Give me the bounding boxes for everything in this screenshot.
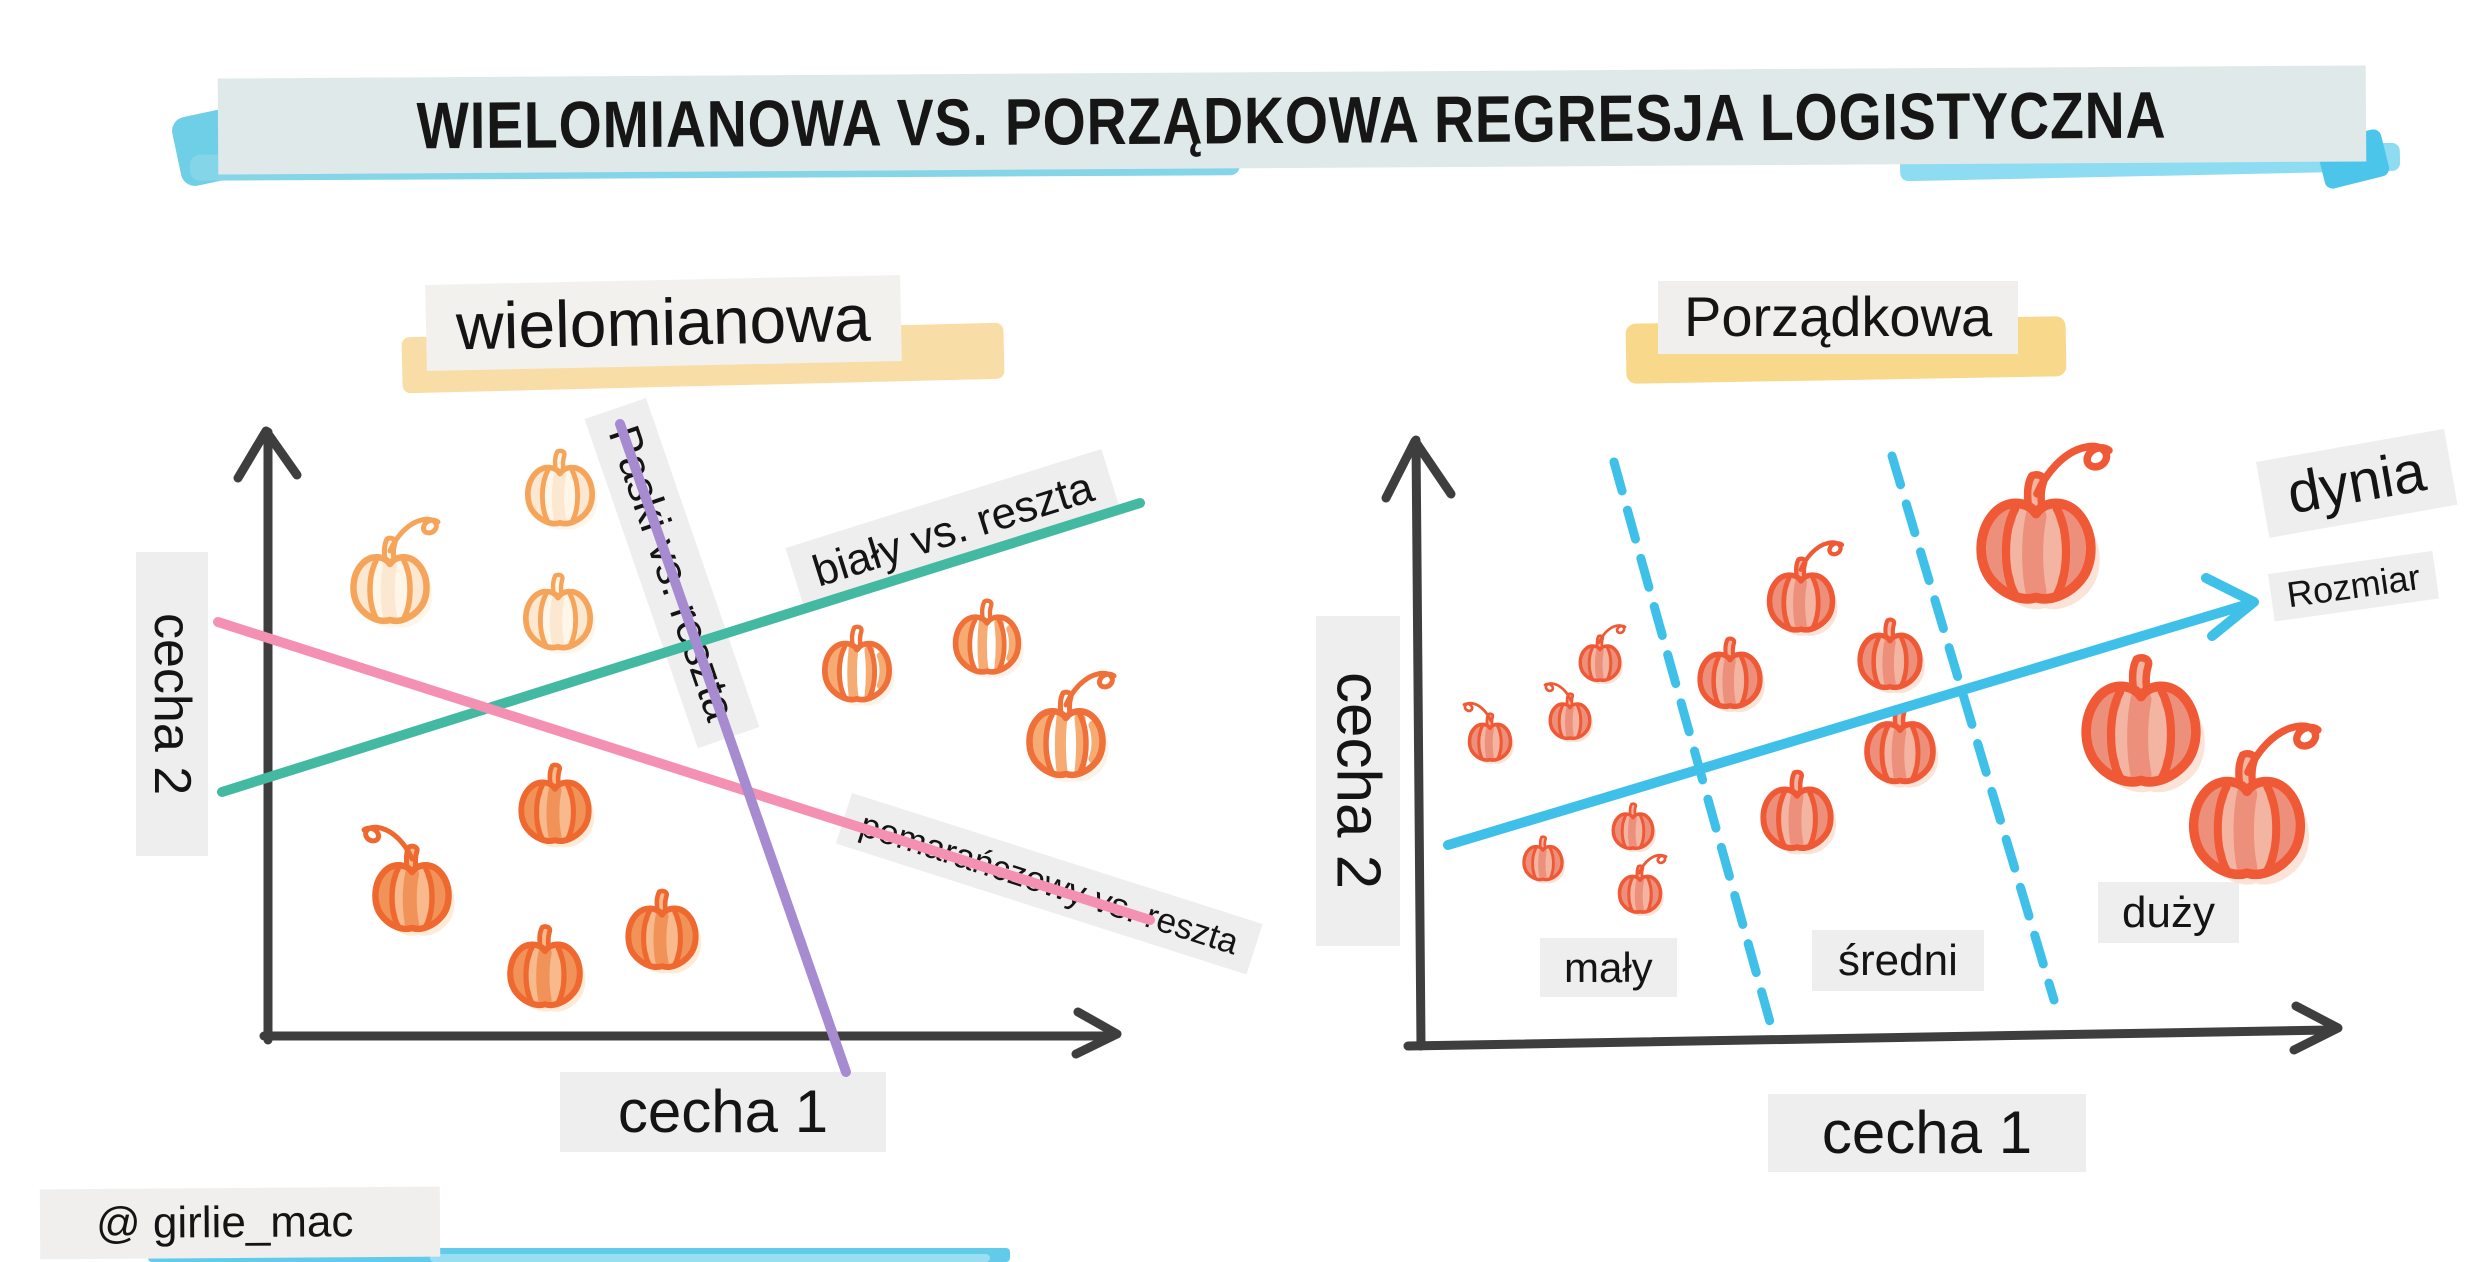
right-x-axis-label: cecha 1	[1768, 1094, 2086, 1172]
left-x-axis-label: cecha 1	[560, 1072, 886, 1152]
white-pumpkin	[353, 519, 438, 628]
white-pumpkin	[525, 574, 596, 654]
striped-pumpkin	[824, 626, 895, 706]
attribution: @ girlie_mac	[39, 1186, 441, 1260]
size-axis-sublabel: Rozmiar	[2268, 550, 2440, 622]
red-pumpkin	[1769, 542, 1842, 636]
category-label-maly: mały	[1540, 938, 1677, 998]
orange-pumpkin	[510, 926, 586, 1012]
left-y-axis-label: cecha 2	[136, 552, 208, 856]
red-pumpkin	[1464, 703, 1514, 765]
boundary-label-paski: Paski vs. reszta	[584, 398, 760, 749]
red-pumpkin	[1613, 803, 1656, 853]
size-axis-label: dynia	[2256, 428, 2458, 538]
red-pumpkin	[1524, 836, 1566, 884]
orange-pumpkin	[521, 764, 595, 848]
category-label-sredni: średni	[1812, 930, 1984, 992]
right-y-axis-label: cecha 2	[1316, 616, 1400, 946]
red-pumpkin	[1545, 683, 1593, 743]
red-pumpkin	[1763, 771, 1837, 855]
category-label-duzy: duży	[2098, 882, 2239, 944]
orange-pumpkin	[364, 827, 455, 936]
red-pumpkin	[1619, 855, 1666, 917]
orange-pumpkin	[628, 890, 702, 974]
white-pumpkin	[527, 450, 598, 530]
red-pumpkin	[1981, 446, 2109, 610]
striped-pumpkin	[955, 600, 1024, 678]
axes-layer	[233, 426, 2343, 1059]
red-pumpkin	[1860, 619, 1925, 694]
red-pumpkin	[1700, 638, 1765, 713]
striped-pumpkin	[1029, 673, 1114, 782]
right-chart-title: Porządkowa	[1658, 281, 2019, 354]
boundary-label-pomaranczowy: pomarańczowy vs. reszta	[835, 793, 1263, 975]
page-title: WIELOMIANOWA VS. PORZĄDKOWA REGRESJA LOG…	[416, 77, 2168, 163]
red-pumpkin	[1580, 625, 1625, 685]
red-pumpkin	[2193, 726, 2318, 885]
left-chart-title: wielomianowa	[425, 275, 902, 371]
red-pumpkin	[1867, 706, 1939, 788]
cyan-brush-accent	[430, 1254, 990, 1262]
boundary-label-bialy: biały vs. reszta	[785, 449, 1121, 611]
red-pumpkin	[2086, 657, 2205, 793]
title-band: WIELOMIANOWA VS. PORZĄDKOWA REGRESJA LOG…	[217, 65, 2367, 175]
